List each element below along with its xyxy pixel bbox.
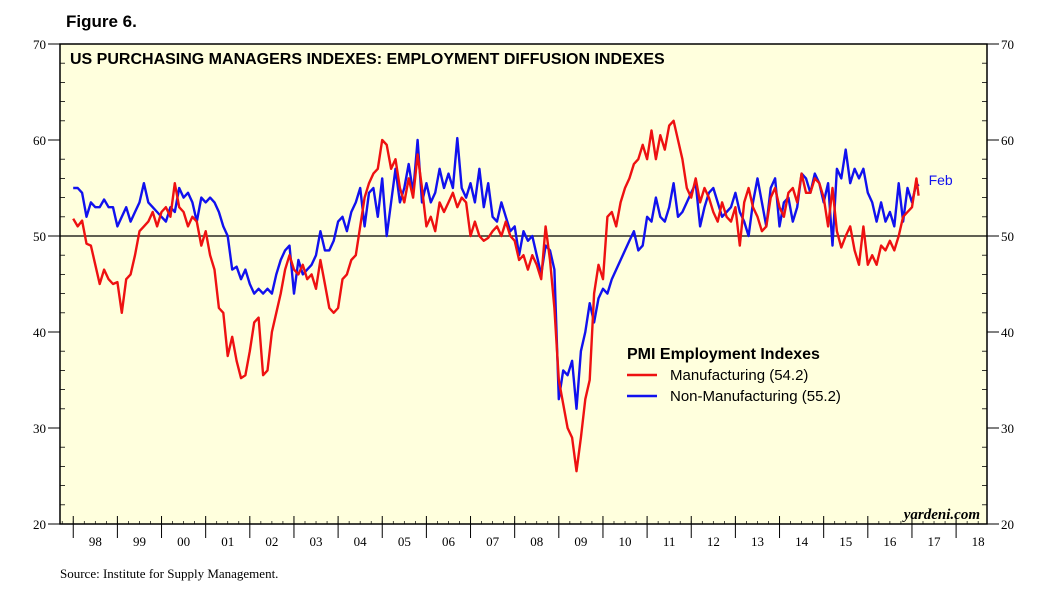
plot-frame [59,43,988,525]
y-tick-label-right-60: 60 [1001,133,1014,148]
x-tick-label-14: 14 [795,534,809,549]
figure-label: Figure 6. [66,12,137,31]
x-tick-label-04: 04 [354,534,368,549]
x-tick-label-12: 12 [707,534,720,549]
x-tick-label-13: 13 [751,534,764,549]
x-tick-label-03: 03 [310,534,323,549]
legend-label-non-manufacturing: Non-Manufacturing (55.2) [670,388,841,405]
x-tick-label-11: 11 [663,534,676,549]
y-tick-label-right-50: 50 [1001,229,1014,244]
x-tick-label-02: 02 [265,534,278,549]
legend-title: PMI Employment Indexes [627,346,820,363]
y-tick-label-left-30: 30 [33,421,46,436]
y-tick-label-right-70: 70 [1001,37,1014,52]
y-tick-label-left-70: 70 [33,37,46,52]
x-tick-label-16: 16 [883,534,897,549]
x-tick-label-10: 10 [619,534,632,549]
y-tick-label-left-50: 50 [33,229,46,244]
legend-label-manufacturing: Manufacturing (54.2) [670,367,808,384]
y-tick-label-left-60: 60 [33,133,46,148]
y-tick-label-right-30: 30 [1001,421,1014,436]
y-tick-label-right-40: 40 [1001,325,1014,340]
x-tick-label-18: 18 [972,534,985,549]
y-tick-label-right-20: 20 [1001,517,1014,532]
y-tick-label-left-20: 20 [33,517,46,532]
x-tick-label-99: 99 [133,534,146,549]
legend: PMI Employment Indexes Manufacturing (54… [627,346,841,405]
x-tick-label-09: 09 [574,534,587,549]
axis-ticks: 20 20 30 30 40 40 50 50 60 60 70 70 98 99 00 01 02 03 04 05… [33,37,1014,549]
series-line-non-manufacturing [73,136,920,410]
plot-background [60,44,987,524]
series-group [72,119,920,473]
y-tick-label-left-40: 40 [33,325,46,340]
x-tick-label-00: 00 [177,534,190,549]
x-tick-label-15: 15 [839,534,852,549]
watermark: yardeni.com [902,507,980,523]
x-tick-label-05: 05 [398,534,411,549]
x-tick-label-98: 98 [89,534,102,549]
series-line-manufacturing [72,119,920,473]
x-tick-label-08: 08 [530,534,543,549]
end-annotation-feb: Feb [929,172,953,188]
x-tick-label-07: 07 [486,534,500,549]
x-tick-label-06: 06 [442,534,456,549]
x-tick-label-17: 17 [928,534,942,549]
x-tick-label-01: 01 [221,534,234,549]
chart-title: US PURCHASING MANAGERS INDEXES: EMPLOYME… [70,51,665,68]
source-note: Source: Institute for Supply Management. [60,566,279,581]
